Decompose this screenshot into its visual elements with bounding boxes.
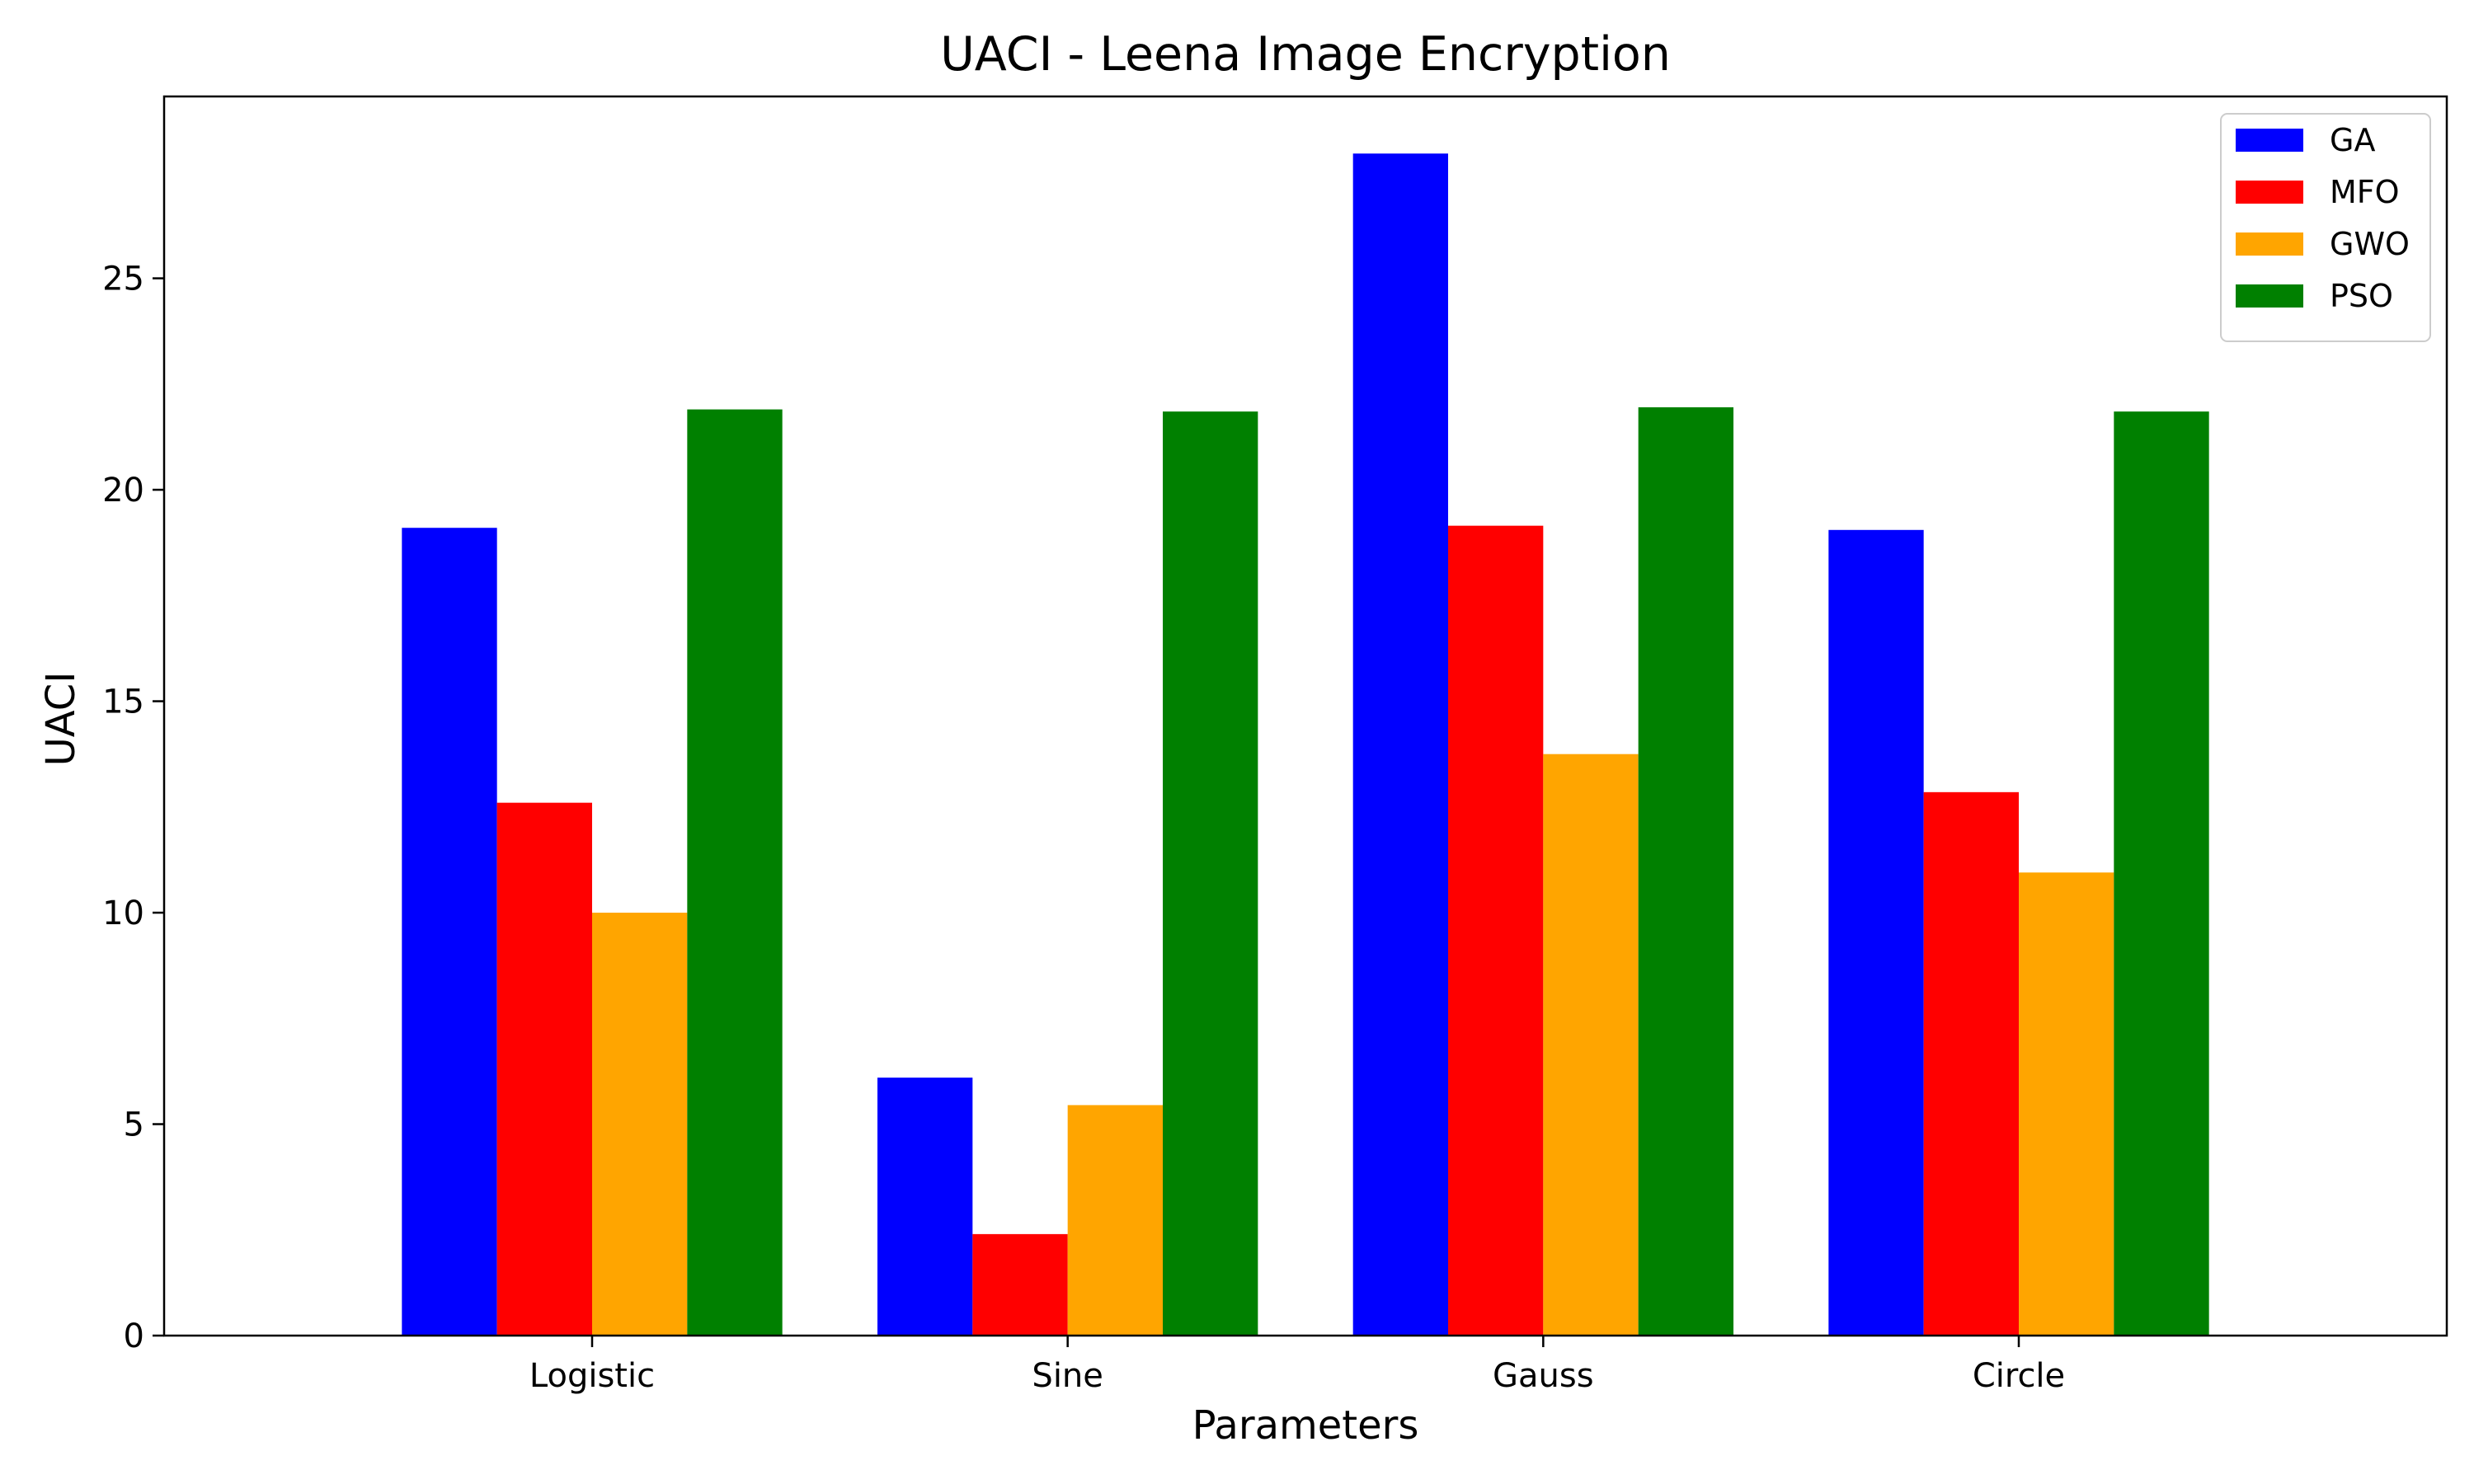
bar-ga-logistic — [402, 528, 497, 1336]
y-tick-label: 5 — [124, 1106, 144, 1144]
x-tick-label-gauss: Gauss — [1493, 1357, 1594, 1395]
legend-label-gwo: GWO — [2330, 226, 2410, 262]
x-tick-label-sine: Sine — [1032, 1357, 1103, 1395]
y-axis: 0 5 10 15 20 25 — [102, 261, 164, 1355]
bar-pso-logistic — [687, 409, 783, 1336]
legend: GA MFO GWO PSO — [2220, 113, 2431, 342]
legend-swatch-pso — [2236, 284, 2303, 308]
bar-gwo-gauss — [1543, 754, 1639, 1336]
bar-mfo-circle — [1923, 791, 2019, 1336]
y-axis-label: UACI — [38, 672, 84, 767]
legend-swatch-mfo — [2236, 181, 2303, 204]
x-tick-label-logistic: Logistic — [529, 1357, 655, 1395]
bar-gwo-sine — [1067, 1105, 1163, 1336]
y-tick-label: 10 — [102, 895, 144, 932]
legend-label-ga: GA — [2330, 122, 2375, 158]
bar-mfo-gauss — [1448, 525, 1544, 1336]
bar-gwo-circle — [2019, 872, 2114, 1336]
legend-label-mfo: MFO — [2330, 174, 2400, 210]
bar-pso-circle — [2114, 411, 2209, 1336]
y-tick-label: 0 — [124, 1317, 144, 1355]
legend-label-pso: PSO — [2330, 278, 2393, 314]
chart-title: UACI - Leena Image Encryption — [940, 27, 1671, 82]
x-axis: Logistic Sine Gauss Circle — [529, 1336, 2065, 1395]
bars-group — [402, 153, 2209, 1336]
bar-ga-sine — [877, 1078, 973, 1336]
x-tick-label-circle: Circle — [1973, 1357, 2065, 1395]
bar-mfo-logistic — [496, 802, 592, 1336]
x-axis-label: Parameters — [1192, 1402, 1419, 1449]
y-tick-label: 20 — [102, 472, 144, 510]
bar-gwo-logistic — [592, 913, 688, 1336]
bar-ga-gauss — [1352, 153, 1448, 1336]
legend-swatch-ga — [2236, 129, 2303, 152]
bar-ga-circle — [1828, 529, 1924, 1336]
y-tick-label: 15 — [102, 683, 144, 721]
bar-mfo-sine — [972, 1233, 1068, 1336]
plot-frame — [162, 95, 2448, 1337]
bar-pso-gauss — [1638, 407, 1733, 1336]
y-tick-label: 25 — [102, 261, 144, 298]
legend-swatch-gwo — [2236, 232, 2303, 256]
bar-pso-sine — [1163, 411, 1258, 1336]
